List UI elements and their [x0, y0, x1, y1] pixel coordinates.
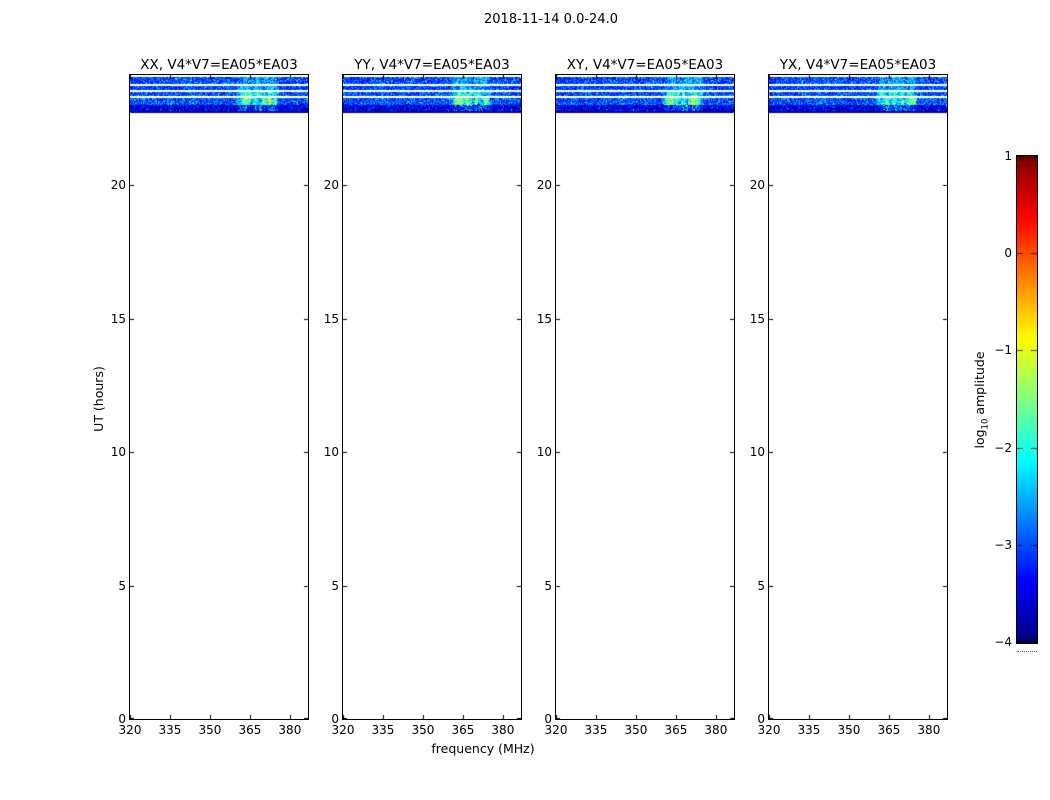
- spectrogram-data: [769, 75, 947, 719]
- x-tick-label: 320: [757, 723, 781, 737]
- y-tick-label: 0: [757, 712, 765, 726]
- x-tick-label: 350: [624, 723, 648, 737]
- spectrogram-panel-yx: [768, 74, 948, 720]
- x-tick-label: 350: [198, 723, 222, 737]
- y-tick-label: 5: [757, 578, 765, 593]
- x-tick-label: 350: [411, 723, 435, 737]
- spectrogram-data: [556, 75, 734, 719]
- figure-title: 2018-11-14 0.0-24.0: [484, 12, 618, 27]
- y-tick-label: 20: [536, 178, 552, 193]
- x-tick-label: 365: [451, 723, 475, 737]
- y-tick-label: 10: [110, 445, 126, 460]
- colorbar-label: log10 amplitude: [972, 351, 991, 449]
- x-tick-label: 335: [371, 723, 395, 737]
- x-tick-label: 380: [278, 723, 302, 737]
- x-tick-label: 335: [584, 723, 608, 737]
- x-tick-label: 380: [491, 723, 515, 737]
- y-tick-label: 0: [331, 712, 339, 726]
- y-tick-label: 15: [110, 311, 126, 326]
- x-tick-label: 335: [158, 723, 182, 737]
- x-tick-label: 365: [238, 723, 262, 737]
- y-tick-label: 20: [323, 178, 339, 193]
- x-tick-label: 320: [331, 723, 355, 737]
- panel-title: YX, V4*V7=EA05*EA03: [779, 57, 937, 73]
- x-tick-label: 380: [917, 723, 941, 737]
- y-tick-label: 15: [323, 311, 339, 326]
- y-tick-label: 15: [749, 311, 765, 326]
- y-tick-label: 5: [331, 578, 339, 593]
- x-tick-label: 365: [877, 723, 901, 737]
- colorbar-tick-label: −3: [994, 537, 1012, 552]
- colorbar-gradient: [1017, 156, 1037, 643]
- y-tick-label: 10: [323, 445, 339, 460]
- y-tick-label: 15: [536, 311, 552, 326]
- y-tick-label: 10: [536, 445, 552, 460]
- x-tick-label: 365: [664, 723, 688, 737]
- y-tick-label: 0: [118, 712, 126, 726]
- spectrogram-panel-xx: [129, 74, 309, 720]
- x-tick-label: 335: [797, 723, 821, 737]
- colorbar-tick-label: 0: [1004, 246, 1012, 261]
- colorbar-extend-dots: [1017, 651, 1037, 652]
- colorbar: [1016, 155, 1038, 644]
- panel-title: YY, V4*V7=EA05*EA03: [354, 57, 510, 73]
- x-tick-label: 380: [704, 723, 728, 737]
- y-tick-label: 10: [749, 445, 765, 460]
- colorbar-tick-label: −2: [994, 440, 1012, 455]
- colorbar-tick-label: 1: [1004, 149, 1012, 163]
- x-axis-label: frequency (MHz): [431, 741, 535, 756]
- y-tick-label: 0: [544, 712, 552, 726]
- y-tick-label: 20: [749, 178, 765, 193]
- panel-title: XY, V4*V7=EA05*EA03: [566, 57, 724, 73]
- spectrogram-panel-xy: [555, 74, 735, 720]
- y-tick-label: 20: [110, 178, 126, 193]
- spectrogram-data: [130, 75, 308, 719]
- y-tick-label: 5: [118, 578, 126, 593]
- colorbar-tick-label: −4: [994, 635, 1012, 649]
- panel-title: XX, V4*V7=EA05*EA03: [140, 57, 298, 73]
- x-tick-label: 320: [544, 723, 568, 737]
- y-axis-label: UT (hours): [91, 366, 106, 432]
- colorbar-tick-label: −1: [994, 343, 1012, 358]
- spectrogram-panel-yy: [342, 74, 522, 720]
- x-tick-label: 320: [118, 723, 142, 737]
- x-tick-label: 350: [837, 723, 861, 737]
- y-tick-label: 5: [544, 578, 552, 593]
- spectrogram-data: [343, 75, 521, 719]
